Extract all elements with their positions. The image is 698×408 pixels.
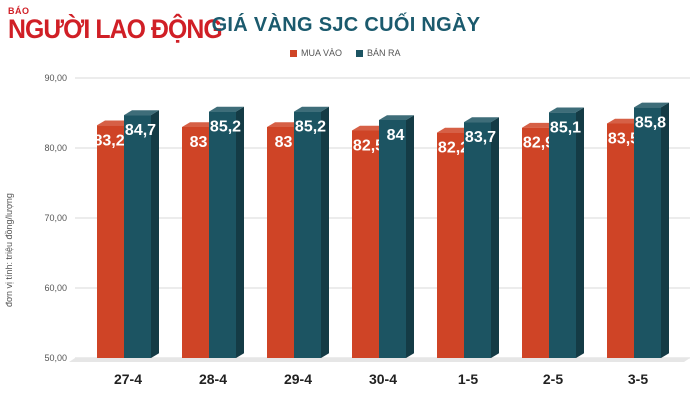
bar-top [294,106,329,112]
bar-top [607,118,642,124]
bar-side [321,106,329,358]
bar-top [634,102,669,108]
chart-floor [69,358,690,362]
data-label-buy: 83,25 [93,132,133,149]
bar-buy [607,123,634,358]
legend-label-buy: MUA VÀO [301,48,343,58]
data-label-sell: 84 [387,127,405,144]
x-tick-label: 2-5 [543,371,563,387]
data-label-sell: 83,7 [465,129,496,146]
legend-swatch-sell [356,49,364,57]
data-label-buy: 83 [190,134,208,151]
data-label-buy: 82,5 [353,138,384,155]
legend: MUA VÀO BÁN RA [290,48,401,58]
data-label-sell: 84,7 [125,122,156,139]
data-label-sell: 85,2 [210,119,241,136]
x-tick-label: 28-4 [199,371,227,387]
chart-title: GIÁ VÀNG SJC CUỐI NGÀY [211,14,481,36]
bar-top [522,122,557,128]
bar-top [209,106,244,112]
x-tick-label: 3-5 [628,371,648,387]
data-label-buy: 83,5 [608,131,639,148]
bar-side [151,110,159,358]
bar-top [97,120,132,126]
y-tick-label: 80,00 [44,143,67,153]
legend-item-buy: MUA VÀO [290,48,342,58]
y-axis-label: đơn vị tính: triệu đồng/lượng [4,193,14,307]
bar-buy [352,130,379,358]
bar-buy [522,127,549,358]
legend-swatch-buy [290,49,297,57]
bar-top [379,115,414,120]
bar-sell [549,112,576,358]
logo-name: NGƯỜI LAO ĐỘNG [8,14,223,44]
bar-top [267,122,302,127]
logo: BÁO NGƯỜI LAO ĐỘNG [8,6,223,46]
bar-top [549,107,584,113]
x-tick-label: 29-4 [284,371,312,387]
bar-top [124,110,159,116]
bar-sell [209,111,236,358]
logo-top: BÁO [8,6,30,16]
bar-buy [267,127,294,358]
data-label-sell: 85,2 [295,119,326,136]
bar-buy [97,125,124,358]
y-tick-label: 60,00 [44,283,67,293]
bar-sell [124,115,151,358]
data-label-buy: 83 [275,134,293,151]
x-tick-label: 27-4 [114,371,142,387]
bar-side [236,106,244,358]
x-tick-label: 30-4 [369,371,397,387]
bar-sell [379,120,406,358]
bar-side [661,102,669,358]
bar-side [576,107,584,358]
y-tick-label: 70,00 [44,213,67,223]
data-label-sell: 85,1 [550,119,581,136]
bar-side [491,117,499,358]
bar-sell [634,107,661,359]
data-label-buy: 82,9 [523,135,554,152]
bar-top [352,125,387,131]
bar-top [182,122,217,127]
bar-sell [294,111,321,358]
x-tick-label: 1-5 [458,371,478,387]
bar-buy [182,127,209,358]
bar-buy [437,132,464,358]
legend-item-sell: BÁN RA [356,48,401,58]
bar-side [406,115,414,358]
y-tick-label: 50,00 [44,353,67,363]
bar-sell [464,122,491,358]
legend-label-sell: BÁN RA [367,48,401,58]
bar-top [437,127,472,133]
data-label-sell: 85,8 [635,114,666,131]
bar-top [464,117,499,123]
y-tick-label: 90,00 [44,73,67,83]
data-label-buy: 82,2 [438,140,469,157]
